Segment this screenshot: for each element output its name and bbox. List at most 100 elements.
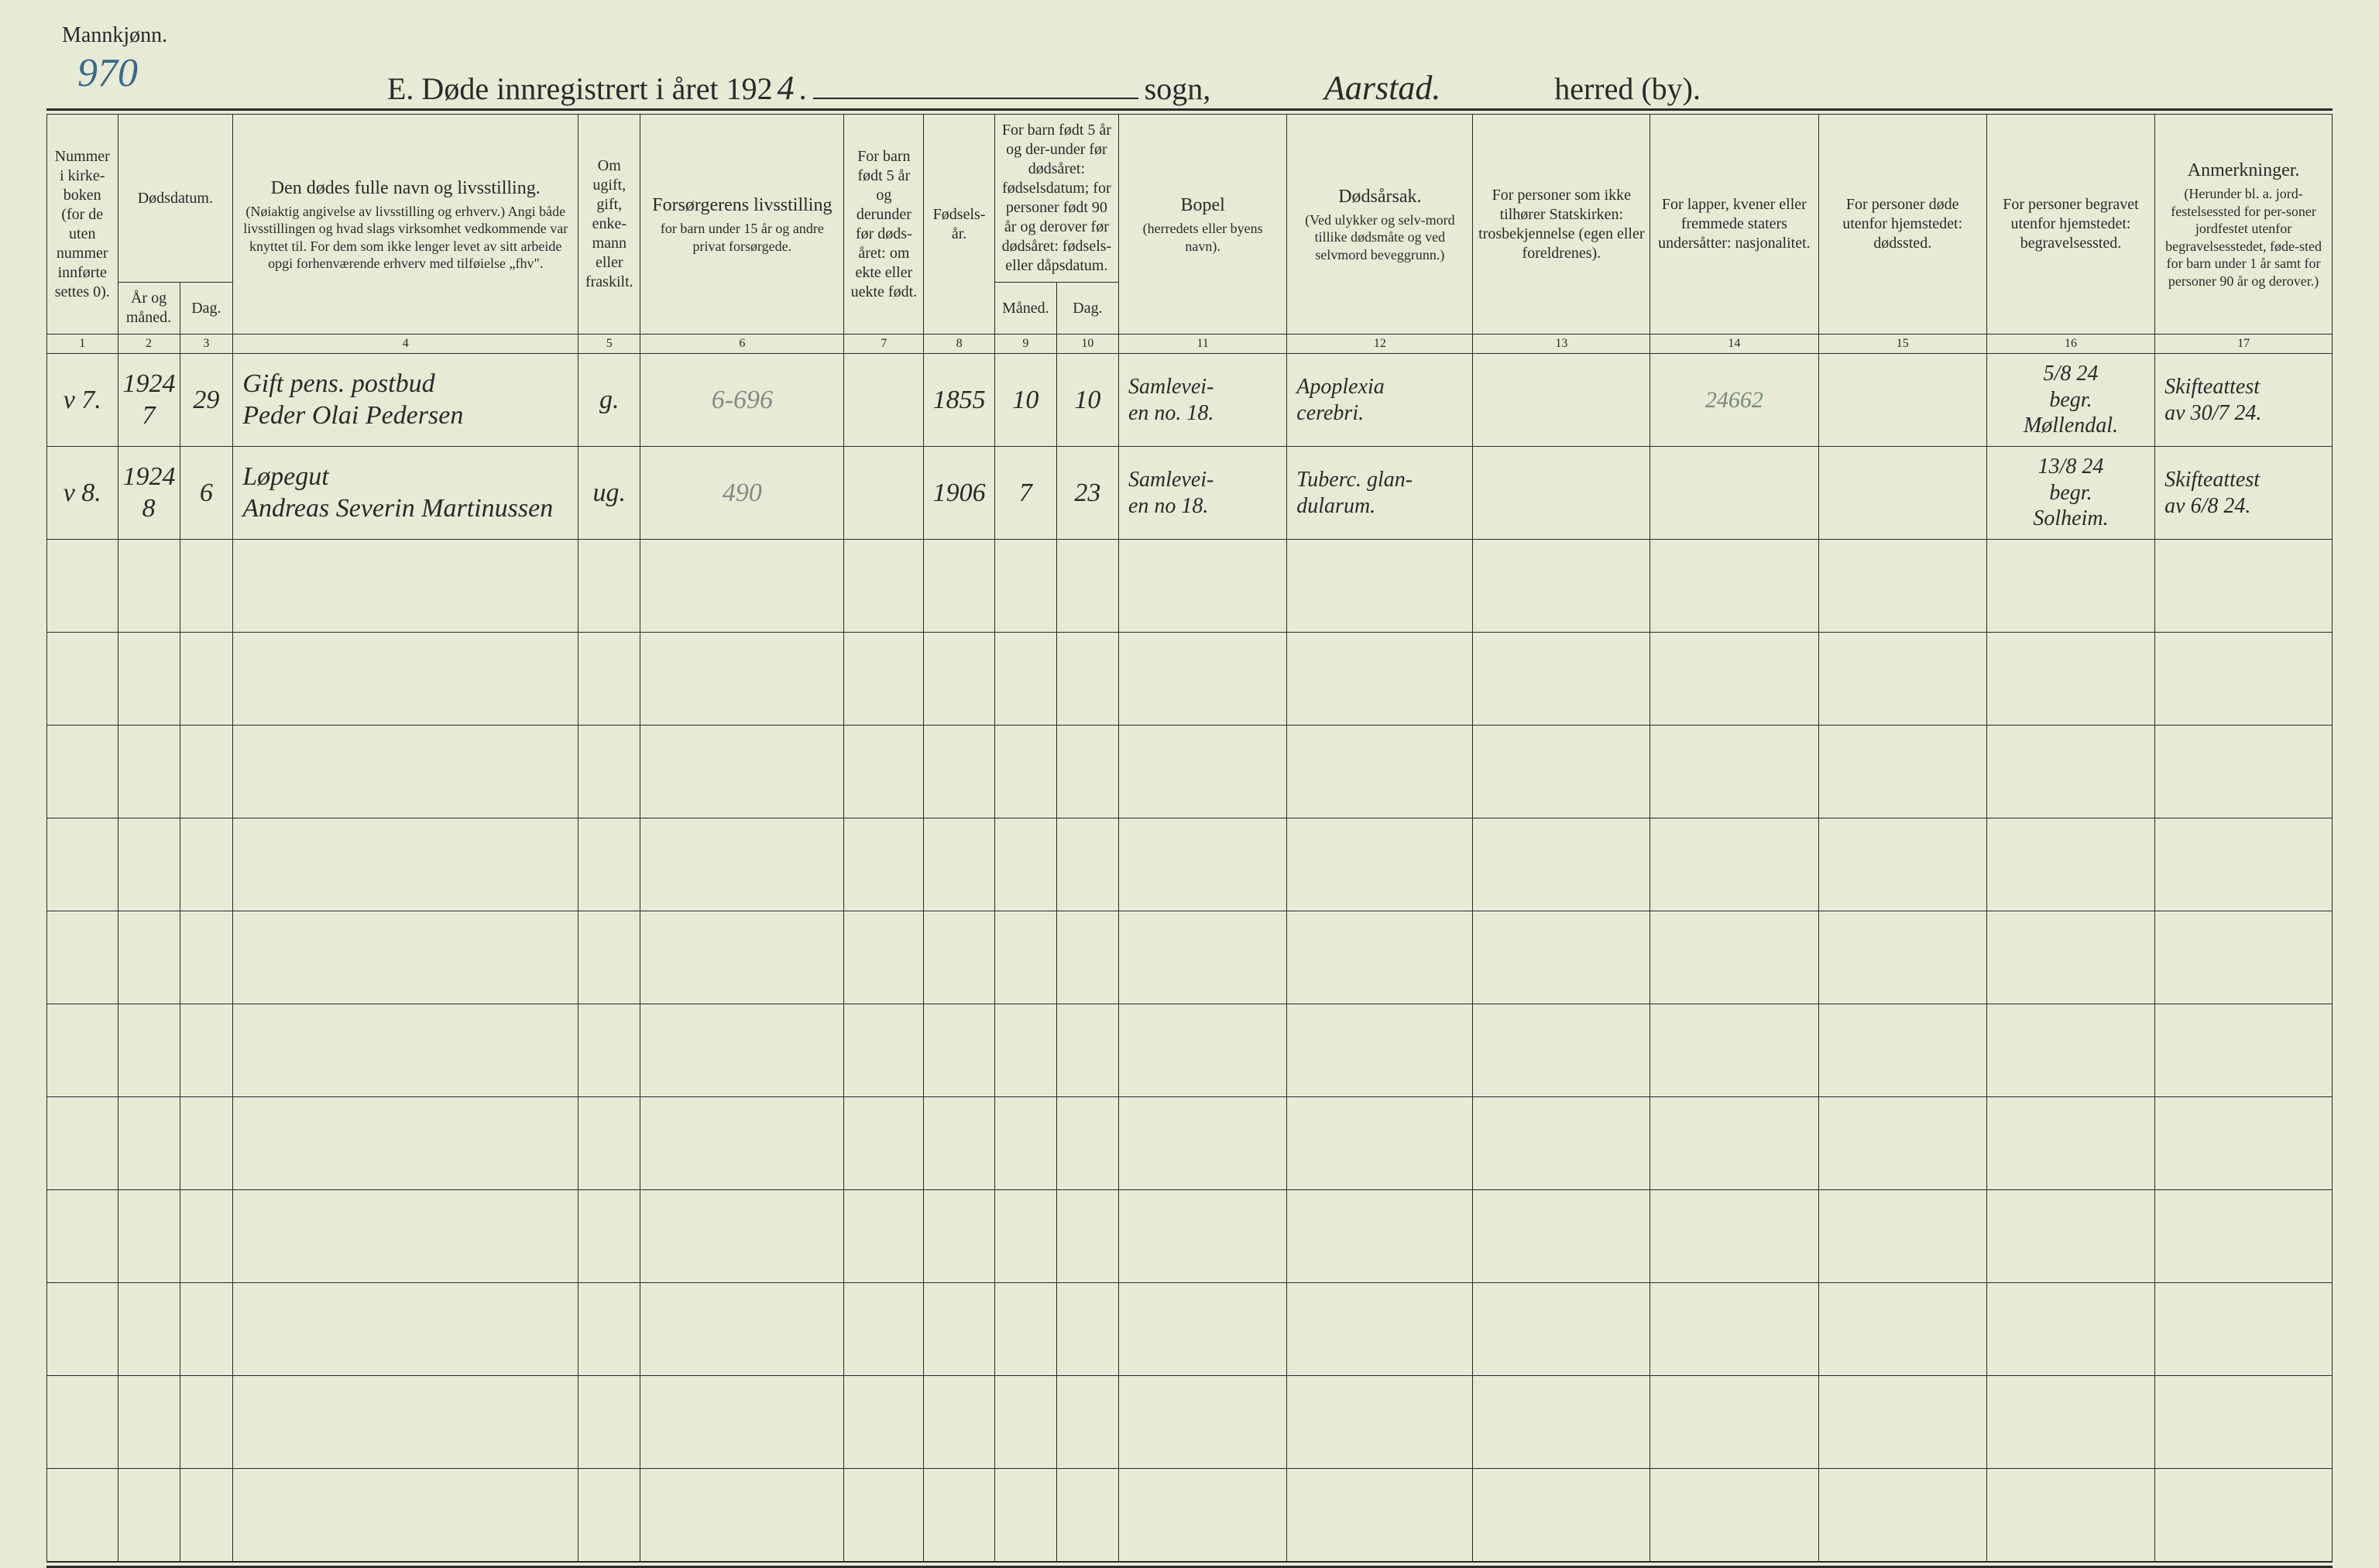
- cell-empty: [118, 818, 180, 911]
- cell-empty: [118, 1283, 180, 1376]
- table-row-empty: [47, 911, 2333, 1004]
- table-row-empty: [47, 1376, 2333, 1469]
- cell-empty: [994, 1190, 1056, 1283]
- hdr-col16: For personer begravet utenfor hjemstedet…: [1986, 115, 2154, 335]
- cell-empty: [1818, 1097, 1986, 1190]
- cell-empty: [2155, 818, 2333, 911]
- cell-c16: 13/8 24begr.Solheim.: [1986, 447, 2154, 540]
- cell-empty: [1986, 818, 2154, 911]
- cell-empty: [2155, 633, 2333, 726]
- cell-empty: [578, 818, 640, 911]
- cell-empty: [1287, 540, 1473, 633]
- cell-c11: Samlevei-en no 18.: [1118, 447, 1286, 540]
- colnum-16: 16: [1986, 335, 2154, 354]
- cell-empty: [1818, 911, 1986, 1004]
- cell-empty: [2155, 1376, 2333, 1469]
- cell-empty: [1056, 633, 1118, 726]
- hdr-col7: For barn født 5 år og derunder før døds-…: [844, 115, 924, 335]
- cell-empty: [994, 1004, 1056, 1097]
- table-header: Nummer i kirke-boken (for de uten nummer…: [47, 115, 2333, 354]
- cell-empty: [640, 1004, 844, 1097]
- cell-c9: 10: [994, 354, 1056, 447]
- cell-empty: [1287, 1376, 1473, 1469]
- cell-empty: [2155, 911, 2333, 1004]
- table-row: v 8. 19248 6 LøpegutAndreas Severin Mart…: [47, 447, 2333, 540]
- title-prefix: E. Døde innregistrert i året 192: [387, 70, 773, 107]
- hdr-col2: År og måned.: [118, 283, 180, 335]
- cell-empty: [1056, 1004, 1118, 1097]
- cell-empty: [1287, 1004, 1473, 1097]
- cell-empty: [1118, 540, 1286, 633]
- hdr-col17-title: Anmerkninger.: [2160, 159, 2327, 182]
- cell-empty: [118, 1469, 180, 1562]
- cell-c13: [1473, 354, 1650, 447]
- cell-empty: [994, 911, 1056, 1004]
- table-row-empty: [47, 1190, 2333, 1283]
- table-row-empty: [47, 1283, 2333, 1376]
- cell-empty: [844, 726, 924, 818]
- cell-empty: [1473, 540, 1650, 633]
- cell-empty: [1118, 818, 1286, 911]
- hdr-col3: Dag.: [180, 283, 233, 335]
- cell-empty: [1473, 818, 1650, 911]
- cell-empty: [924, 1376, 995, 1469]
- cell-empty: [640, 726, 844, 818]
- cell-empty: [1650, 1469, 1818, 1562]
- cell-empty: [844, 1469, 924, 1562]
- cell-empty: [1287, 1283, 1473, 1376]
- hdr-col4-title: Den dødes fulle navn og livsstilling.: [238, 177, 573, 200]
- cell-empty: [1056, 911, 1118, 1004]
- cell-empty: [1818, 1004, 1986, 1097]
- cell-empty: [640, 911, 844, 1004]
- cell-empty: [233, 1004, 578, 1097]
- cell-empty: [233, 633, 578, 726]
- colnum-2: 2: [118, 335, 180, 354]
- cell-empty: [180, 633, 233, 726]
- cell-c8: 1855: [924, 354, 995, 447]
- cell-empty: [2155, 1004, 2333, 1097]
- cell-empty: [180, 1283, 233, 1376]
- cell-empty: [1986, 1469, 2154, 1562]
- colnum-1: 1: [47, 335, 118, 354]
- gender-label: Mannkjønn.: [62, 23, 167, 48]
- title-dot: .: [799, 70, 807, 107]
- cell-c17: Skifteattestav 6/8 24.: [2155, 447, 2333, 540]
- colnum-3: 3: [180, 335, 233, 354]
- colnum-12: 12: [1287, 335, 1473, 354]
- cell-empty: [47, 1097, 118, 1190]
- register-page: Mannkjønn. 970 E. Døde innregistrert i å…: [15, 15, 2364, 1529]
- colnum-15: 15: [1818, 335, 1986, 354]
- cell-empty: [924, 1004, 995, 1097]
- colnum-10: 10: [1056, 335, 1118, 354]
- cell-empty: [924, 818, 995, 911]
- cell-empty: [1650, 1190, 1818, 1283]
- bottom-rule: [46, 1562, 2333, 1568]
- hdr-col13: For personer som ikke tilhører Statskirk…: [1473, 115, 1650, 335]
- hdr-col11-sub: (herredets eller byens navn).: [1124, 220, 1282, 255]
- hdr-col9-10: For barn født 5 år og der-under før døds…: [994, 115, 1118, 283]
- cell-empty: [924, 540, 995, 633]
- cell-empty: [233, 1190, 578, 1283]
- cell-empty: [1473, 911, 1650, 1004]
- cell-empty: [994, 1283, 1056, 1376]
- cell-empty: [640, 818, 844, 911]
- cell-empty: [180, 1004, 233, 1097]
- cell-c12: Tuberc. glan-dularum.: [1287, 447, 1473, 540]
- table-row: v 7. 19247 29 Gift pens. postbudPeder Ol…: [47, 354, 2333, 447]
- cell-empty: [180, 1097, 233, 1190]
- cell-empty: [1287, 911, 1473, 1004]
- cell-empty: [1056, 1283, 1118, 1376]
- cell-c1: v 7.: [47, 354, 118, 447]
- table-row-empty: [47, 540, 2333, 633]
- cell-empty: [844, 1097, 924, 1190]
- cell-empty: [1473, 1190, 1650, 1283]
- cell-c2: 19248: [118, 447, 180, 540]
- hdr-col15: For personer døde utenfor hjemstedet: dø…: [1818, 115, 1986, 335]
- cell-empty: [1118, 633, 1286, 726]
- cell-c15: [1818, 447, 1986, 540]
- hdr-col6-title: Forsørgerens livsstilling: [645, 194, 839, 217]
- cell-empty: [994, 1376, 1056, 1469]
- cell-empty: [1118, 1283, 1286, 1376]
- colnum-13: 13: [1473, 335, 1650, 354]
- cell-empty: [1986, 1283, 2154, 1376]
